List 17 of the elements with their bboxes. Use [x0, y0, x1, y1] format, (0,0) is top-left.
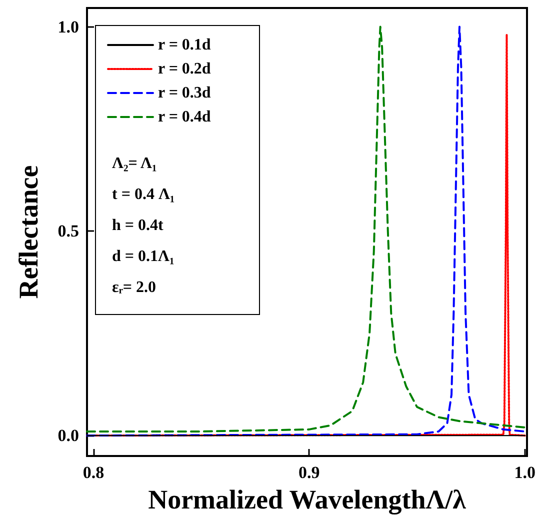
x-axis-title: Normalized WavelengthΛ/λ: [148, 484, 467, 514]
y-tick-label: 0.0: [58, 426, 79, 446]
annotation: h = 0.4t: [112, 216, 164, 236]
x-tick-label: 1.0: [514, 463, 536, 482]
annotation: d = 0.1Λ₁: [112, 247, 175, 267]
legend-label: r = 0.4d: [158, 108, 211, 126]
legend-label: r = 0.2d: [158, 60, 211, 78]
legend-label: r = 0.3d: [158, 84, 211, 102]
x-tick-label: 0.9: [298, 463, 320, 482]
y-tick-label: 0.5: [58, 222, 79, 241]
x-tick-label: 0.8: [82, 463, 104, 482]
annotation: t = 0.4 Λ₁: [112, 185, 175, 205]
y-axis-title: Reflectance: [14, 165, 44, 299]
annotation: εᵣ= 2.0: [112, 278, 158, 298]
legend-label: r = 0.1d: [158, 36, 211, 54]
y-tick-label: 1.0: [58, 17, 79, 36]
annotation: Λ₂= Λ₁: [112, 154, 158, 174]
